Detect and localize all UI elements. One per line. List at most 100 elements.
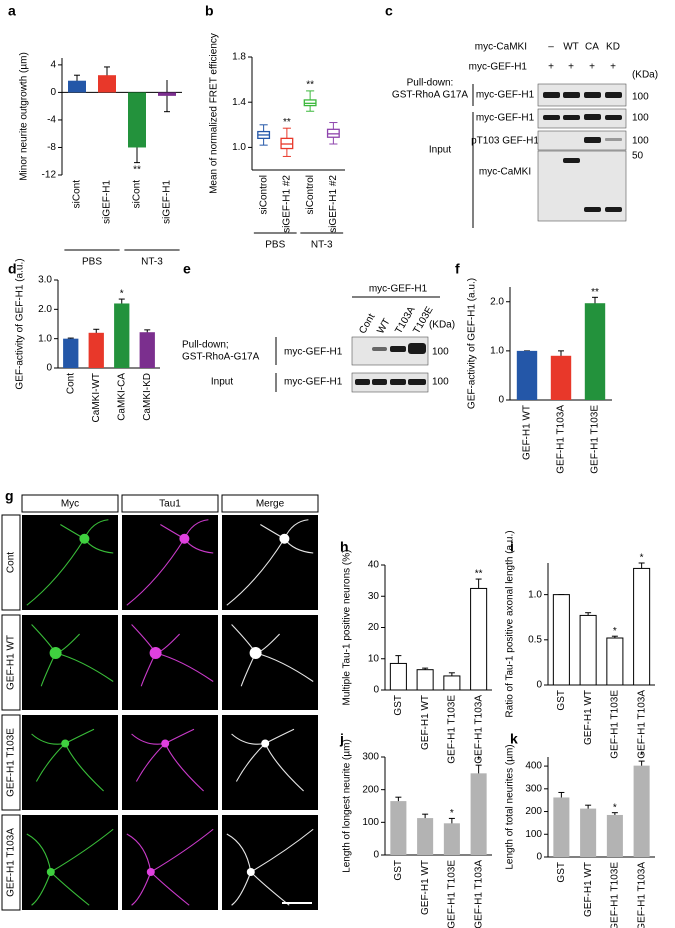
x-tick-label: siGEF-H1 (162, 180, 173, 224)
y-tick-label: 100 (525, 829, 542, 840)
panel-e: e myc-GEF-H1 Cont WT T103A T103E (KDa) P… (182, 261, 455, 393)
y-tick-label: 1.0 (490, 346, 504, 357)
y-tick-label: -4 (47, 115, 56, 126)
y-tick-label: 2.0 (38, 304, 52, 315)
micrograph (22, 515, 118, 610)
row-label: myc-GEF-H1 (284, 347, 343, 358)
x-tick-label: GEF-H1 T103E (610, 862, 621, 928)
bar (128, 92, 146, 148)
soma (149, 647, 162, 659)
bar (443, 823, 460, 855)
blot (537, 108, 627, 129)
y-tick-label: 0 (46, 363, 52, 374)
row-label: Cont (6, 552, 17, 573)
column-header-box (21, 494, 119, 513)
group-label: NT-3 (311, 240, 333, 251)
x-tick-label: GEF-H1 WT (522, 405, 533, 460)
x-tick-label: CaMKI-CA (116, 373, 127, 421)
soma (179, 533, 190, 544)
micrograph (222, 515, 318, 610)
y-axis-label: GEF-activity of GEF-H1 (a.u.) (15, 258, 26, 389)
panel-letter: e (183, 261, 191, 277)
x-tick-label: GEF-H1 T103E (590, 405, 601, 474)
bar (516, 350, 538, 400)
lane-label: + (610, 62, 616, 73)
marker-label: 100 (632, 136, 649, 147)
significance-label: * (613, 626, 617, 637)
bands (355, 343, 426, 385)
column-header: Tau1 (159, 499, 181, 510)
significance-label: * (640, 553, 644, 564)
marker-label: 100 (432, 347, 449, 358)
significance-label: * (477, 755, 481, 766)
y-tick-label: 100 (362, 817, 379, 828)
panel-letter: b (205, 3, 214, 19)
y-tick-label: 1.4 (232, 97, 246, 108)
header-label: myc-GEF-H1 (369, 284, 428, 295)
bar (158, 92, 176, 96)
y-tick-label: 30 (368, 591, 380, 602)
pulldown-label: GST-RhoA-G17A (182, 352, 260, 363)
micrograph (22, 815, 118, 910)
neurite (226, 833, 252, 873)
y-tick-label: 1.0 (38, 333, 52, 344)
soma (61, 739, 70, 748)
neurite (231, 871, 252, 906)
soma (161, 739, 170, 748)
neurite (250, 828, 314, 873)
x-tick-label: siCont (72, 180, 83, 209)
column-header: Merge (256, 499, 285, 510)
bar (390, 801, 407, 855)
y-tick-label: 1.0 (232, 142, 246, 153)
neurite (131, 871, 152, 906)
pulldown-label: Pull-down; (182, 340, 229, 351)
significance-label: ** (283, 117, 291, 128)
y-tick-label: 0 (50, 87, 56, 98)
x-tick-label: GST (393, 860, 404, 881)
bar (579, 614, 597, 686)
y-tick-label: 20 (368, 622, 380, 633)
panel-c: c myc-CaMKI myc-GEF-H1 – WT CA KD + + + … (385, 3, 658, 228)
soma (246, 868, 255, 876)
lane-label: CA (585, 42, 599, 53)
x-tick-label: GEF-H1 T103E (447, 695, 458, 764)
x-tick-label: GEF-H1 T103E (610, 690, 621, 759)
significance-label: * (450, 808, 454, 819)
significance-label: * (613, 802, 617, 813)
y-tick-label: 200 (362, 784, 379, 795)
panel-letter: k (510, 731, 518, 747)
treatment-label: myc-GEF-H1 (469, 62, 528, 73)
column-header-box (221, 494, 319, 513)
lane-label: Cont (357, 312, 377, 336)
bar (470, 773, 487, 855)
column-header: Myc (61, 499, 79, 510)
y-tick-label: -12 (42, 170, 57, 181)
soma (46, 868, 55, 876)
micrograph (222, 815, 318, 910)
x-tick-label: siControl (258, 175, 269, 214)
bar (552, 594, 570, 686)
x-tick-label: GEF-H1 T103A (473, 860, 484, 928)
bar (68, 80, 86, 93)
x-tick-label: GEF-H1 T103A (636, 862, 647, 928)
bar (553, 797, 570, 857)
x-tick-label: siControl (305, 175, 316, 214)
lane-label: KD (606, 42, 620, 53)
micrograph (122, 715, 218, 810)
row-label: myc-GEF-H1 (476, 113, 535, 124)
y-tick-label: 40 (368, 560, 380, 571)
x-tick-label: siGEF-H1 #2 (328, 175, 339, 233)
y-axis-label: Length of total neurites (µm) (505, 744, 516, 869)
bar (470, 587, 488, 691)
row-label: GEF-H1 T103E (6, 728, 17, 797)
bar (584, 303, 606, 400)
bar (633, 765, 650, 857)
bar (416, 669, 434, 691)
neurite (226, 538, 285, 606)
row-label: pT103 GEF-H1 (471, 136, 539, 147)
y-tick-label: 300 (362, 752, 379, 763)
y-tick-label: 2.0 (490, 296, 504, 307)
bar (88, 332, 104, 368)
row-label-box (1, 814, 21, 911)
bar (139, 332, 155, 368)
